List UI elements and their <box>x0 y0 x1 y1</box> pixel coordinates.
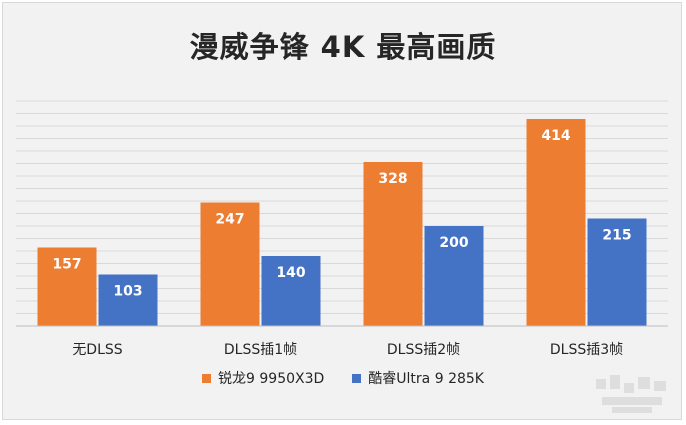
data-label: 200 <box>439 235 468 251</box>
bar-series-1 <box>37 247 97 326</box>
data-label: 103 <box>113 284 142 300</box>
data-label: 215 <box>602 228 631 244</box>
legend-item-series-2: 酷睿Ultra 9 285K <box>352 368 484 388</box>
legend-label-series-1: 锐龙9 9950X3D <box>218 371 325 387</box>
data-label: 247 <box>215 212 244 228</box>
chart-title: 漫威争锋 4K 最高画质 <box>189 30 497 64</box>
watermark-logo <box>596 375 666 413</box>
bar-series-1 <box>200 202 260 326</box>
legend-label-series-2: 酷睿Ultra 9 285K <box>368 371 484 387</box>
legend-swatch-series-2 <box>352 373 362 383</box>
bar-series-1 <box>363 162 423 326</box>
x-tick-label: 无DLSS <box>72 342 122 358</box>
bar-series-2 <box>587 218 647 326</box>
x-tick-label: DLSS插1帧 <box>224 342 297 358</box>
data-label: 157 <box>52 257 81 273</box>
bar-series-2 <box>261 256 321 326</box>
legend-item-series-1: 锐龙9 9950X3D <box>202 368 324 388</box>
bar-series-1 <box>526 119 586 326</box>
bar-series-2 <box>98 274 158 326</box>
x-tick-label: DLSS插2帧 <box>387 342 460 358</box>
chart-legend: 锐龙9 9950X3D 酷睿Ultra 9 285K <box>0 368 686 388</box>
x-tick-label: DLSS插3帧 <box>550 342 623 358</box>
legend-swatch-series-1 <box>202 373 212 383</box>
data-label: 414 <box>541 128 570 144</box>
data-label: 328 <box>378 171 407 187</box>
data-label: 140 <box>276 265 305 281</box>
bar-series-2 <box>424 226 484 326</box>
